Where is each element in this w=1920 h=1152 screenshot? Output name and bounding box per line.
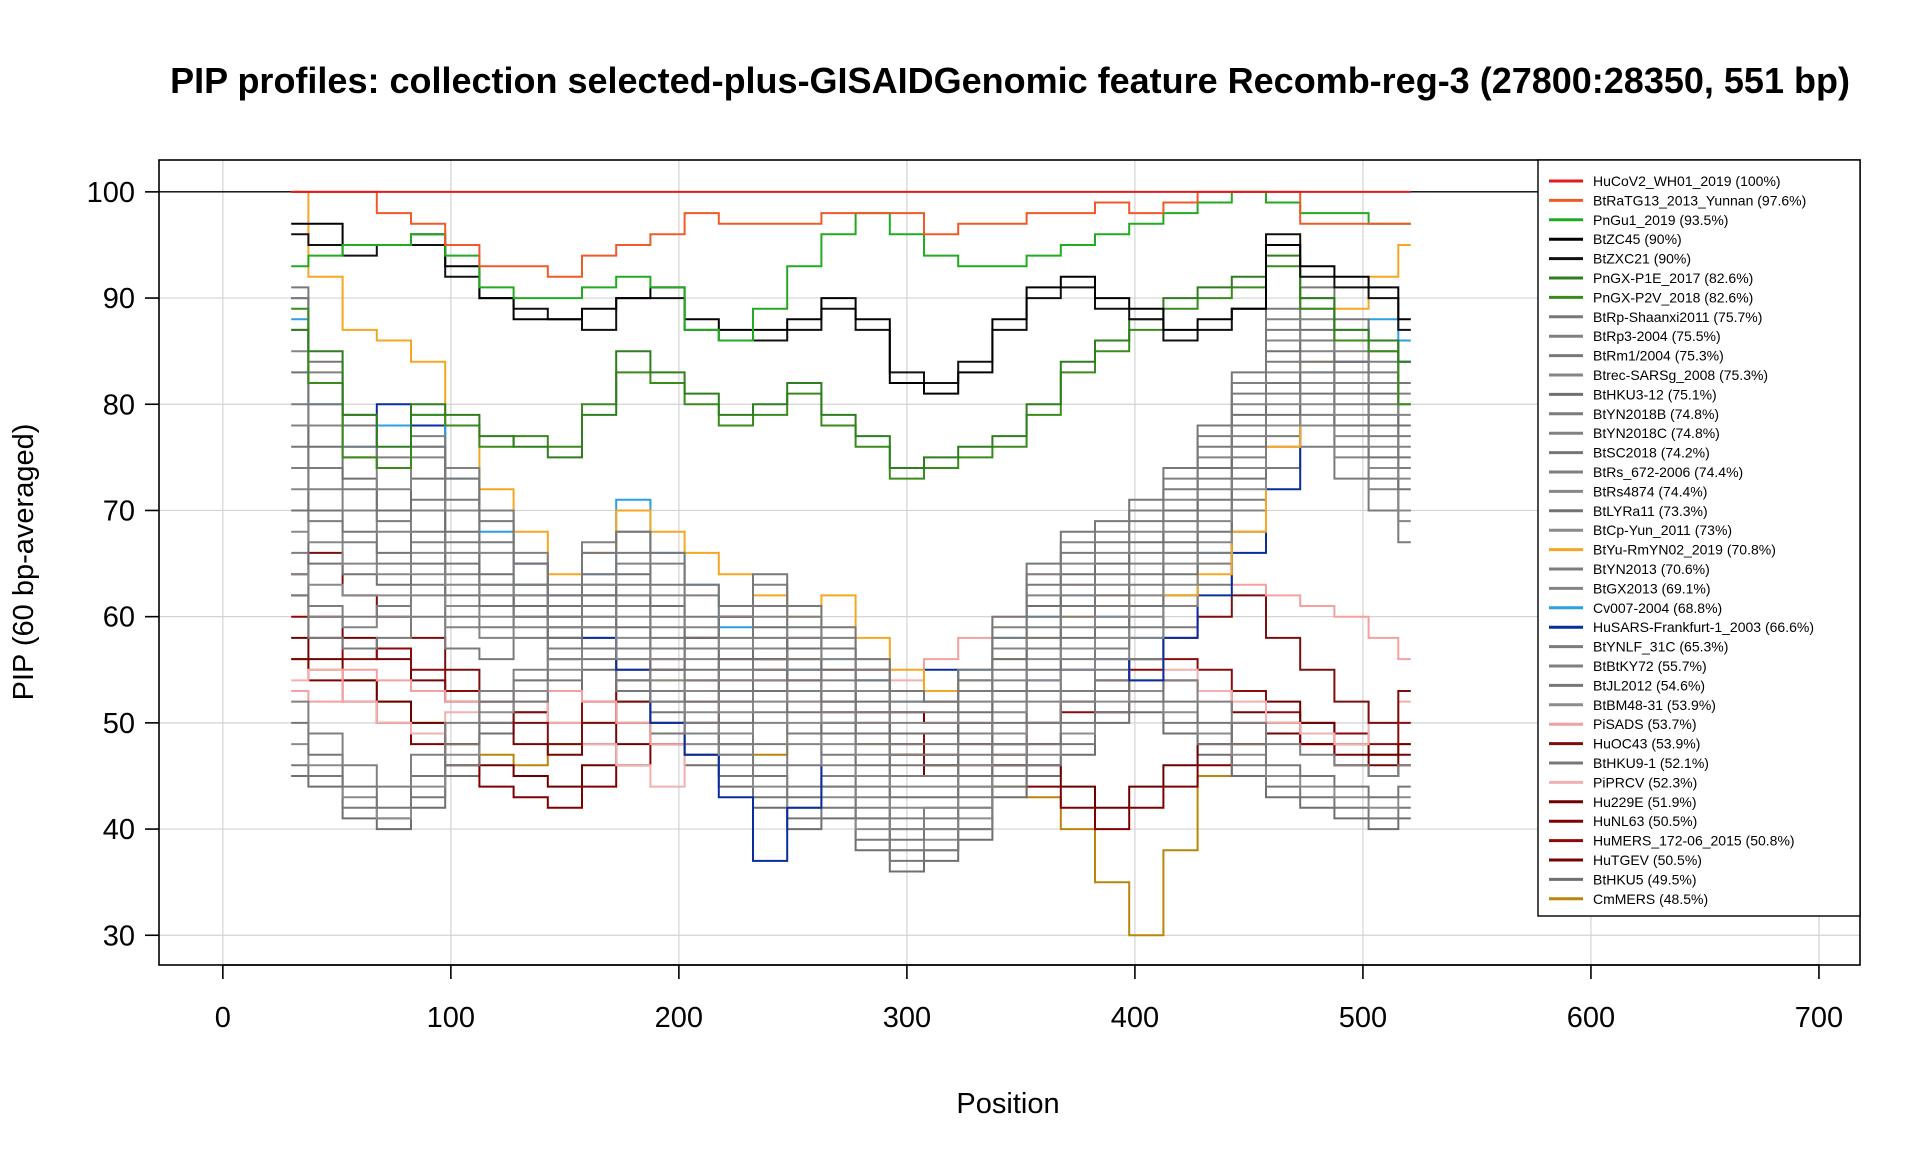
legend-entry-10: Btrec-SARSg_2008 (75.3%) — [1593, 367, 1768, 383]
series-line-27 — [291, 647, 1411, 852]
legend-entry-31: PiPRCV (52.3%) — [1593, 774, 1697, 790]
x-axis: 0 100 200 300 400 500 600 700 — [215, 964, 1843, 1034]
legend-entry-22: Cv007-2004 (68.8%) — [1593, 600, 1722, 616]
legend-entry-1: BtRaTG13_2013_Yunnan (97.6%) — [1593, 192, 1806, 208]
legend-entry-36: BtHKU5 (49.5%) — [1593, 871, 1696, 887]
legend-entry-11: BtHKU3-12 (75.1%) — [1593, 386, 1717, 402]
y-tick-label-1: 40 — [103, 814, 135, 846]
y-tick-label-7: 100 — [87, 177, 135, 209]
x-tick-label-3: 300 — [883, 1002, 931, 1034]
legend-entry-0: HuCoV2_WH01_2019 (100%) — [1593, 173, 1781, 189]
y-tick-label-4: 70 — [103, 495, 135, 527]
legend-entry-3: BtZC45 (90%) — [1593, 231, 1682, 247]
legend-entry-30: BtHKU9-1 (52.1%) — [1593, 755, 1709, 771]
y-axis: 30 40 50 60 70 80 90 100 — [87, 177, 159, 952]
legend-entry-14: BtSC2018 (74.2%) — [1593, 445, 1710, 461]
series-line-10 — [291, 318, 1411, 724]
series-lines — [291, 190, 1411, 937]
legend-entry-26: BtJL2012 (54.6%) — [1593, 677, 1705, 693]
legend-entry-2: PnGu1_2019 (93.5%) — [1593, 212, 1728, 228]
series-line-14 — [291, 360, 1411, 767]
legend-entry-27: BtBM48-31 (53.9%) — [1593, 697, 1716, 713]
x-tick-label-5: 500 — [1339, 1002, 1387, 1034]
series-line-1 — [291, 190, 1411, 278]
legend-entry-8: BtRp3-2004 (75.5%) — [1593, 328, 1721, 344]
legend-entry-33: HuNL63 (50.5%) — [1593, 813, 1697, 829]
y-tick-label-6: 90 — [103, 283, 135, 315]
x-tick-label-0: 0 — [215, 1002, 231, 1034]
series-line-26 — [291, 636, 1411, 841]
series-line-15 — [291, 371, 1411, 777]
series-line-2 — [291, 190, 1411, 342]
legend-entry-5: PnGX-P1E_2017 (82.6%) — [1593, 270, 1753, 286]
legend-entry-35: HuTGEV (50.5%) — [1593, 852, 1702, 868]
series-line-25 — [291, 626, 1411, 831]
y-tick-label-3: 60 — [103, 602, 135, 634]
legend-entry-17: BtLYRa11 (73.3%) — [1593, 503, 1708, 519]
x-tick-label-1: 100 — [427, 1002, 475, 1034]
legend-entry-23: HuSARS-Frankfurt-1_2003 (66.6%) — [1593, 619, 1814, 635]
series-line-3 — [291, 222, 1411, 395]
legend-entry-7: BtRp-Shaanxi2011 (75.7%) — [1593, 309, 1762, 325]
chart-title: PIP profiles: collection selected-plus-G… — [170, 60, 1850, 101]
legend-entry-18: BtCp-Yun_2011 (73%) — [1593, 522, 1732, 538]
x-tick-label-7: 700 — [1795, 1002, 1843, 1034]
series-line-19 — [291, 190, 1411, 692]
series-line-30 — [291, 658, 1411, 862]
legend-entry-15: BtRs_672-2006 (74.4%) — [1593, 464, 1743, 480]
legend-entry-19: BtYu-RmYN02_2019 (70.8%) — [1593, 542, 1776, 558]
legend-entry-29: HuOC43 (53.9%) — [1593, 736, 1700, 752]
legend-entry-21: BtGX2013 (69.1%) — [1593, 580, 1711, 596]
legend: HuCoV2_WH01_2019 (100%) BtRaTG13_2013_Yun… — [1537, 159, 1861, 917]
x-tick-label-4: 400 — [1111, 1002, 1159, 1034]
legend-entry-34: HuMERS_172-06_2015 (50.8%) — [1593, 833, 1795, 849]
y-tick-label-0: 30 — [103, 920, 135, 952]
legend-entry-37: CmMERS (48.5%) — [1593, 891, 1708, 907]
legend-entry-12: BtYN2018B (74.8%) — [1593, 406, 1719, 422]
legend-entry-4: BtZXC21 (90%) — [1593, 251, 1691, 267]
series-line-12 — [291, 339, 1411, 746]
y-tick-label-2: 50 — [103, 708, 135, 740]
series-line-18 — [291, 403, 1411, 809]
series-line-7 — [291, 286, 1411, 703]
x-tick-label-2: 200 — [655, 1002, 703, 1034]
legend-entry-25: BtBtKY72 (55.7%) — [1593, 658, 1707, 674]
legend-entry-16: BtRs4874 (74.4%) — [1593, 483, 1707, 499]
legend-entry-6: PnGX-P2V_2018 (82.6%) — [1593, 289, 1753, 305]
legend-box — [1537, 159, 1861, 917]
x-axis-label: Position — [956, 1088, 1059, 1120]
series-line-5 — [291, 254, 1411, 469]
legend-entry-13: BtYN2018C (74.8%) — [1593, 425, 1720, 441]
legend-entry-24: BtYNLF_31C (65.3%) — [1593, 639, 1728, 655]
x-tick-label-6: 600 — [1567, 1002, 1615, 1034]
legend-entry-9: BtRm1/2004 (75.3%) — [1593, 348, 1724, 364]
y-tick-label-5: 80 — [103, 389, 135, 421]
legend-entry-28: PiSADS (53.7%) — [1593, 716, 1696, 732]
series-line-29 — [291, 551, 1411, 777]
series-line-36 — [291, 668, 1411, 873]
legend-entry-32: Hu229E (51.9%) — [1593, 794, 1697, 810]
legend-entry-20: BtYN2013 (70.6%) — [1593, 561, 1710, 577]
y-axis-label: PIP (60 bp-averaged) — [8, 424, 40, 701]
